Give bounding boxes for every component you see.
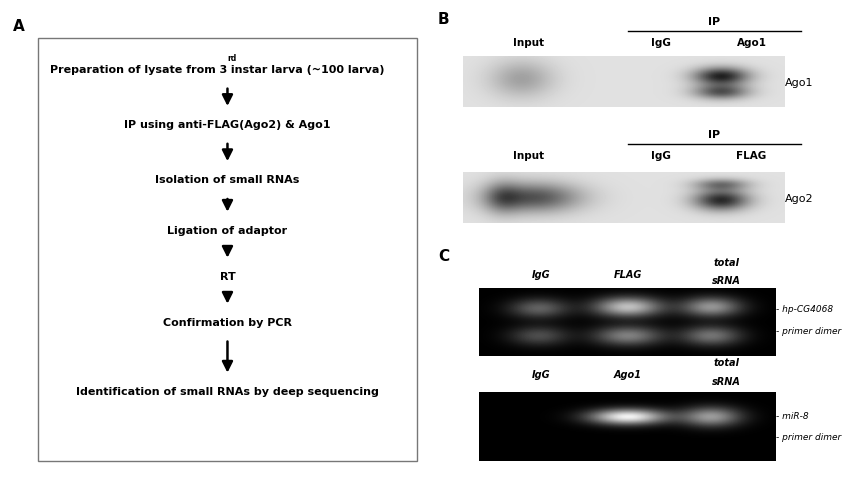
Text: C: C xyxy=(438,249,449,264)
Text: total: total xyxy=(714,258,740,268)
Text: FLAG: FLAG xyxy=(736,151,766,161)
Text: IgG: IgG xyxy=(532,270,551,280)
Text: B: B xyxy=(438,12,450,27)
Text: Ago1: Ago1 xyxy=(614,370,642,379)
Text: total: total xyxy=(714,358,740,368)
Text: IgG: IgG xyxy=(651,38,671,47)
Text: Confirmation by PCR: Confirmation by PCR xyxy=(163,318,292,328)
Text: Ago2: Ago2 xyxy=(784,194,813,204)
Text: sRNA: sRNA xyxy=(712,377,741,387)
Text: instar larva (~100 larva): instar larva (~100 larva) xyxy=(228,65,385,75)
Text: Ligation of adaptor: Ligation of adaptor xyxy=(168,226,288,236)
Text: Preparation of lysate from 3: Preparation of lysate from 3 xyxy=(50,65,228,75)
Text: Ago1: Ago1 xyxy=(736,38,766,47)
Text: - primer dimer: - primer dimer xyxy=(777,327,842,336)
Text: Ago1: Ago1 xyxy=(784,78,813,88)
Text: - primer dimer: - primer dimer xyxy=(777,433,842,442)
Text: IgG: IgG xyxy=(651,151,671,161)
Text: A: A xyxy=(13,19,25,34)
Text: rd: rd xyxy=(228,54,237,63)
Text: IP: IP xyxy=(709,131,721,140)
Text: Identification of small RNAs by deep sequencing: Identification of small RNAs by deep seq… xyxy=(76,387,379,396)
Text: - hp-CG4068: - hp-CG4068 xyxy=(777,305,833,314)
Text: IP using anti-FLAG(Ago2) & Ago1: IP using anti-FLAG(Ago2) & Ago1 xyxy=(125,120,331,130)
Text: IP: IP xyxy=(709,16,721,27)
Text: sRNA: sRNA xyxy=(712,276,741,287)
Text: RT: RT xyxy=(220,272,235,282)
Text: Input: Input xyxy=(513,151,545,161)
Text: - miR-8: - miR-8 xyxy=(777,412,809,422)
Text: FLAG: FLAG xyxy=(613,270,642,280)
Text: Input: Input xyxy=(513,38,545,47)
Text: Isolation of small RNAs: Isolation of small RNAs xyxy=(155,175,300,185)
Text: IgG: IgG xyxy=(532,370,551,379)
